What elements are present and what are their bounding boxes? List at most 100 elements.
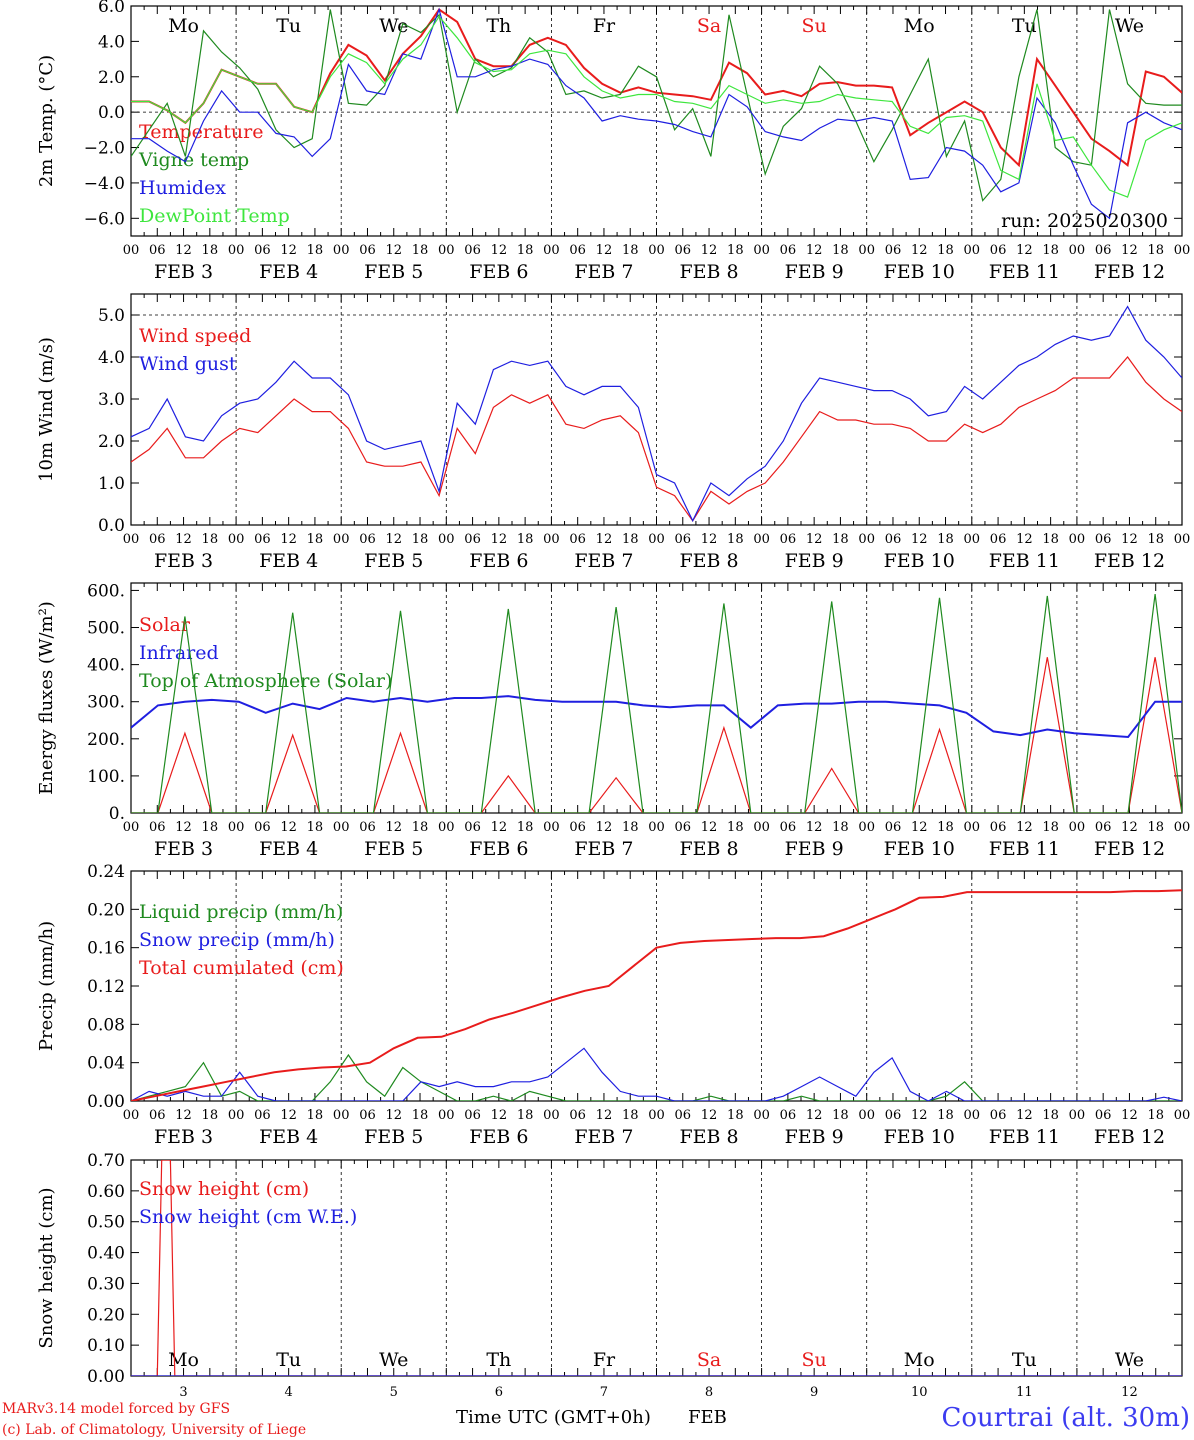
hour-tick-label: 06 <box>569 532 586 547</box>
legend-entry: Liquid precip (mm/h) <box>139 901 343 923</box>
date-label: FEB 8 <box>679 261 738 283</box>
y-tick-label: 0.60 <box>87 1182 125 1202</box>
date-label: FEB 4 <box>259 550 318 572</box>
series-line-2 <box>131 695 1182 739</box>
hour-tick-label: 06 <box>149 532 166 547</box>
y-tick-label: 6.0 <box>98 0 125 17</box>
hour-tick-label: 06 <box>990 532 1007 547</box>
hour-tick-label: 06 <box>675 1108 692 1123</box>
panels: 6.04.02.00.0−2.0−4.0−6.02m Temp. (°C)00 0… <box>36 0 1190 1400</box>
hour-tick-label: 12 <box>806 532 823 547</box>
date-label: FEB 3 <box>154 1126 213 1148</box>
y-tick-label: 3.0 <box>98 390 125 410</box>
hour-tick-label: 00 <box>753 1108 770 1123</box>
hour-tick-label: 18 <box>832 532 849 547</box>
date-label: FEB 11 <box>989 838 1060 860</box>
hour-tick-label: 06 <box>359 820 376 835</box>
y-axis-title: 2m Temp. (°C) <box>36 55 57 187</box>
weekday-label: Th <box>486 15 511 37</box>
hour-tick-label: 18 <box>937 243 954 258</box>
hour-tick-label: 12 <box>911 532 928 547</box>
y-tick-label: −4.0 <box>84 174 125 194</box>
hour-tick-label: 00 <box>438 820 455 835</box>
chart-panel-2: 5.0 4.0 3.0 2.0 1.0 0.0 10m Wind (m/s) 00 06 12 18… <box>36 293 1190 572</box>
date-label: FEB 10 <box>884 261 955 283</box>
hour-tick-label: 06 <box>675 532 692 547</box>
hour-tick-label: 12 <box>385 243 402 258</box>
weekday-label: Mo <box>168 15 199 37</box>
y-axis-title: Snow height (cm) <box>36 1187 57 1348</box>
hour-tick-label: 00 <box>543 532 560 547</box>
legend-entry: Total cumulated (cm) <box>139 957 344 979</box>
hour-tick-label: 00 <box>1069 820 1086 835</box>
hour-tick-label: 18 <box>622 820 639 835</box>
hour-tick-label: 00 <box>543 820 560 835</box>
hour-tick-label: 18 <box>727 1108 744 1123</box>
hour-tick-label: 18 <box>412 1108 429 1123</box>
hour-tick-label: 12 <box>385 532 402 547</box>
date-label: FEB 9 <box>785 1126 844 1148</box>
weekday-label: Fr <box>593 1349 616 1371</box>
hour-tick-label: 00 <box>333 532 350 547</box>
legend-entry: Vigne temp <box>138 149 249 171</box>
y-tick-label: 0.00 <box>87 1092 125 1112</box>
hour-tick-label: 12 <box>911 820 928 835</box>
hour-tick-label: 18 <box>937 1108 954 1123</box>
hour-tick-label: 00 <box>333 243 350 258</box>
hour-tick-label: 00 <box>964 243 981 258</box>
y-tick-label: 0. <box>109 804 125 824</box>
hour-tick-label: 12 <box>911 1108 928 1123</box>
y-tick-label: −2.0 <box>84 139 125 159</box>
chart-panel-5: 0.70 0.60 0.50 0.40 0.30 0.20 0.10 0.00 Snow hei… <box>36 1151 1183 1400</box>
hour-tick-label: 18 <box>1042 243 1059 258</box>
date-label: FEB 3 <box>154 550 213 572</box>
hour-tick-label: 18 <box>1042 1108 1059 1123</box>
hour-tick-label: 18 <box>517 1108 534 1123</box>
hour-tick-label: 12 <box>1016 532 1033 547</box>
hour-tick-label: 12 <box>1121 243 1138 258</box>
hour-tick-label: 00 <box>753 532 770 547</box>
hour-tick-label: 00 <box>438 243 455 258</box>
date-label: FEB 5 <box>364 550 423 572</box>
y-tick-label: 0.70 <box>87 1151 125 1171</box>
series-line-3 <box>131 7 1182 220</box>
date-label: FEB 6 <box>469 550 528 572</box>
hour-tick-label: 18 <box>517 243 534 258</box>
hour-tick-label: 18 <box>202 243 219 258</box>
date-label: FEB 8 <box>679 838 738 860</box>
hour-tick-label: 06 <box>675 243 692 258</box>
hour-tick-label: 18 <box>412 532 429 547</box>
hour-tick-label: 12 <box>1121 1108 1138 1123</box>
series-line-2 <box>131 305 1182 523</box>
date-label: FEB 7 <box>574 838 633 860</box>
hour-tick-label: 18 <box>937 532 954 547</box>
weekday-label: Tu <box>276 15 301 37</box>
hour-tick-label: 12 <box>175 243 192 258</box>
date-label: FEB 5 <box>364 838 423 860</box>
day-number-label: 4 <box>285 1385 293 1400</box>
station-name: Courtrai (alt. 30m) <box>942 1403 1191 1433</box>
legend-entry: Snow precip (mm/h) <box>139 929 335 951</box>
date-label: FEB 4 <box>259 1126 318 1148</box>
weekday-label: Mo <box>904 1349 935 1371</box>
date-label: FEB 3 <box>154 838 213 860</box>
hour-tick-label: 00 <box>543 243 560 258</box>
hour-tick-label: 00 <box>123 532 140 547</box>
hour-tick-label: 06 <box>359 243 376 258</box>
hour-tick-label: 18 <box>412 820 429 835</box>
series-line-2 <box>131 9 1182 202</box>
hour-tick-label: 00 <box>123 243 140 258</box>
date-label: FEB 10 <box>884 1126 955 1148</box>
hour-tick-label: 12 <box>280 1108 297 1123</box>
hour-tick-label: 18 <box>517 820 534 835</box>
legend-entry: DewPoint Temp <box>139 205 290 227</box>
legend-entry: Wind speed <box>139 325 251 347</box>
hour-tick-label: 00 <box>964 532 981 547</box>
hour-tick-label: 18 <box>517 532 534 547</box>
date-label: FEB 7 <box>574 1126 633 1148</box>
series-line-3 <box>131 889 1182 1101</box>
hour-tick-label: 12 <box>175 1108 192 1123</box>
hour-tick-label: 06 <box>359 532 376 547</box>
y-tick-label: 0.50 <box>87 1213 125 1233</box>
date-label: FEB 8 <box>679 550 738 572</box>
